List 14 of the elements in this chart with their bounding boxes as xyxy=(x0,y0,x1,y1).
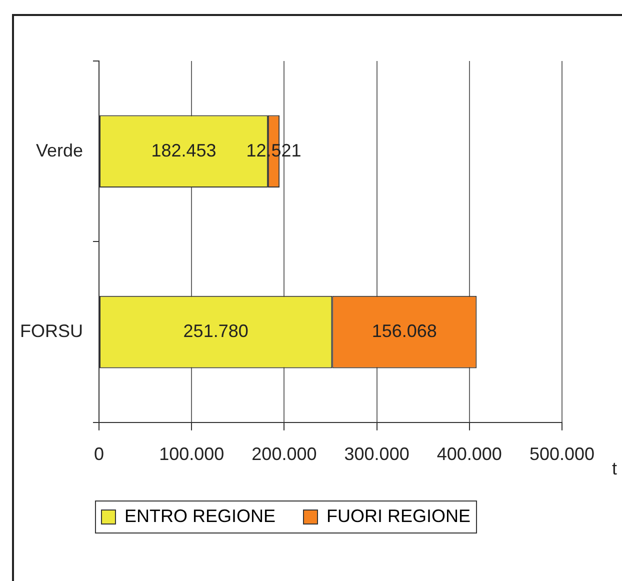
x-tick-label: 100.000 xyxy=(159,444,224,464)
data-label: 182.453 xyxy=(151,140,216,160)
y-tick-label: FORSU xyxy=(20,321,83,342)
x-tick-label: 200.000 xyxy=(252,444,317,464)
x-tick-label: 500.000 xyxy=(529,444,595,464)
legend-label: FUORI REGIONE xyxy=(326,506,471,526)
x-tick-label: 0 xyxy=(94,444,104,464)
data-label: 251.780 xyxy=(183,321,248,342)
x-tick-label: 300.000 xyxy=(344,444,410,464)
x-axis-title: t xyxy=(612,458,618,478)
y-tick-label: Verde xyxy=(36,140,83,160)
data-label: 156.068 xyxy=(372,321,437,342)
legend-label: ENTRO REGIONE xyxy=(124,506,276,526)
x-tick-label: 400.000 xyxy=(436,444,502,464)
